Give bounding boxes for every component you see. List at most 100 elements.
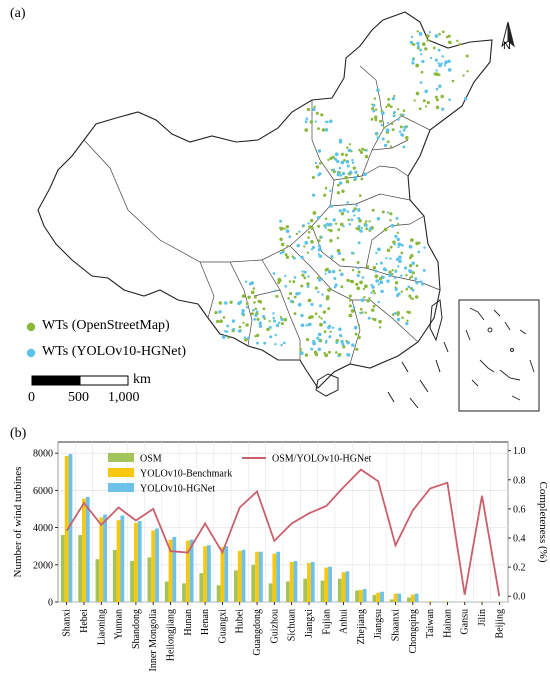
turbine-point <box>372 109 376 113</box>
turbine-point <box>317 247 322 252</box>
turbine-point <box>274 333 277 337</box>
turbine-point <box>381 137 385 141</box>
turbine-point <box>359 150 363 154</box>
turbine-point <box>245 306 249 309</box>
turbine-point <box>336 159 340 164</box>
turbine-point <box>323 193 327 197</box>
turbine-point <box>285 225 290 229</box>
turbine-point <box>407 285 411 289</box>
turbine-point <box>383 227 388 232</box>
turbine-point <box>375 131 379 135</box>
yolo-turbine-points <box>218 31 468 358</box>
turbine-point <box>353 176 358 181</box>
turbine-point <box>448 98 451 101</box>
turbine-point <box>397 265 400 268</box>
bar <box>224 546 229 602</box>
turbine-point <box>416 41 420 45</box>
turbine-point <box>391 313 395 316</box>
turbine-point <box>317 127 320 130</box>
turbine-point <box>253 317 257 321</box>
turbine-point <box>307 230 311 234</box>
turbine-point <box>247 295 251 300</box>
turbine-point <box>327 288 330 291</box>
turbine-point <box>394 234 398 239</box>
turbine-point <box>229 300 233 304</box>
turbine-point <box>410 238 414 242</box>
turbine-point <box>438 63 442 68</box>
legend-line-label: OSM/YOLOv10-HGNet <box>272 454 372 465</box>
turbine-point <box>389 257 392 260</box>
bar <box>203 546 208 602</box>
turbine-point <box>245 302 249 306</box>
turbine-point <box>403 125 407 129</box>
turbine-point <box>303 245 306 248</box>
turbine-point <box>317 278 322 282</box>
bar <box>189 539 194 602</box>
turbine-point <box>242 321 245 324</box>
turbine-point <box>335 351 338 354</box>
turbine-point <box>320 317 323 320</box>
turbine-point <box>364 284 368 289</box>
turbine-point <box>421 59 425 64</box>
turbine-point <box>282 341 286 345</box>
bar <box>64 455 69 602</box>
turbine-point <box>408 294 412 298</box>
turbine-point <box>426 34 430 38</box>
turbine-point <box>394 270 398 273</box>
bar <box>68 454 73 602</box>
turbine-point <box>332 168 336 172</box>
x-tick-label: Shaanxi <box>391 609 402 641</box>
inset-islands <box>465 307 535 401</box>
turbine-point <box>343 158 346 162</box>
turbine-point <box>327 158 330 162</box>
turbine-point <box>405 287 409 291</box>
turbine-point <box>355 347 359 351</box>
turbine-point <box>288 235 292 239</box>
turbine-point <box>411 271 415 275</box>
bar <box>168 539 173 602</box>
turbine-point <box>441 55 445 58</box>
x-tick-label: Shandong <box>131 609 142 649</box>
turbine-point <box>302 224 306 227</box>
china-map <box>26 11 540 412</box>
turbine-point <box>441 30 445 34</box>
turbine-point <box>256 341 259 345</box>
turbine-point <box>367 316 371 320</box>
turbine-point <box>266 327 270 332</box>
scale-tick-1000: 1,000 <box>108 390 140 405</box>
turbine-point <box>357 216 361 220</box>
bar <box>237 550 242 602</box>
turbine-point <box>300 255 304 259</box>
turbine-point <box>328 222 333 227</box>
turbine-point <box>410 275 414 278</box>
x-tick-label: Heilongjiang <box>166 609 177 661</box>
bar <box>410 594 415 602</box>
turbine-point <box>438 32 441 36</box>
turbine-point <box>357 324 361 327</box>
legend-yolo-label: WTs (YOLOv10-HGNet) <box>42 344 187 359</box>
turbine-point <box>360 177 364 181</box>
turbine-point <box>310 239 314 244</box>
turbine-point <box>238 325 242 329</box>
turbine-point <box>366 265 370 269</box>
bar <box>285 581 290 602</box>
turbine-point <box>357 270 361 274</box>
turbine-point <box>317 149 322 153</box>
turbine-point <box>348 298 352 302</box>
bar <box>407 597 411 602</box>
turbine-point <box>402 145 406 149</box>
turbine-point <box>320 113 324 117</box>
turbine-point <box>380 289 384 294</box>
turbine-point <box>398 259 402 263</box>
turbine-point <box>372 265 377 270</box>
turbine-point <box>458 42 462 46</box>
x-tick-label: Beijing <box>494 609 505 638</box>
x-tick-label: Anhui <box>339 609 350 634</box>
map-panel: (a) <box>10 6 540 412</box>
turbine-point <box>351 343 355 347</box>
turbine-point <box>329 119 333 123</box>
turbine-point <box>324 217 328 221</box>
turbine-point <box>340 160 345 165</box>
x-tick-label: Fujian <box>321 609 332 635</box>
x-tick-label: Taiwan <box>425 609 436 638</box>
